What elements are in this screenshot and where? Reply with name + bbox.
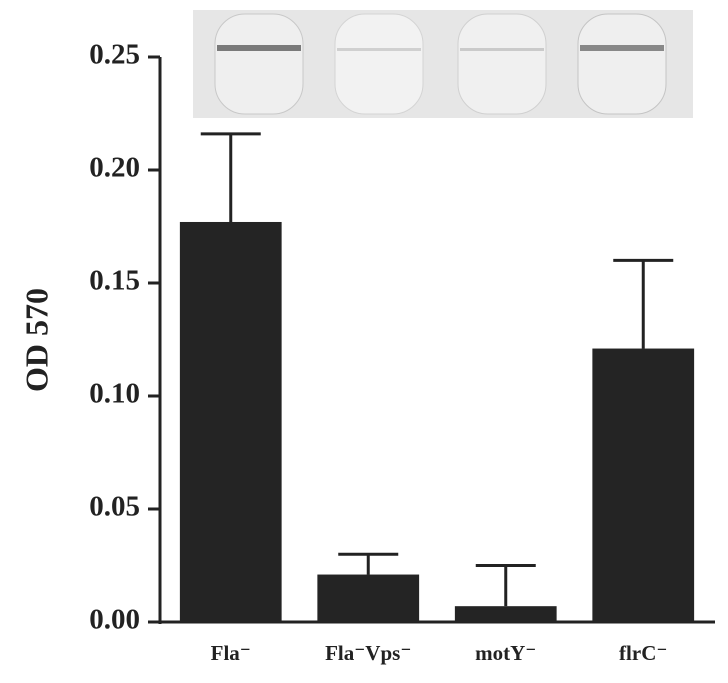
y-tick-label: 0.20	[89, 152, 140, 184]
bar	[454, 606, 557, 622]
y-tick-label: 0.00	[89, 604, 140, 636]
y-tick-label: 0.15	[89, 265, 140, 297]
y-tick-label: 0.25	[89, 39, 140, 71]
tube-photo	[193, 10, 693, 118]
y-tick-label: 0.10	[89, 378, 140, 410]
x-tick-label: motY⁻	[475, 641, 536, 665]
bar	[317, 574, 420, 622]
y-axis-label: OD 570	[18, 288, 54, 392]
bar	[179, 221, 282, 623]
bar	[592, 348, 695, 622]
x-tick-label: Fla⁻	[211, 641, 251, 665]
x-tick-label: Fla⁻Vps⁻	[325, 641, 411, 665]
x-tick-label: flrC⁻	[619, 641, 667, 665]
y-tick-label: 0.05	[89, 491, 140, 523]
